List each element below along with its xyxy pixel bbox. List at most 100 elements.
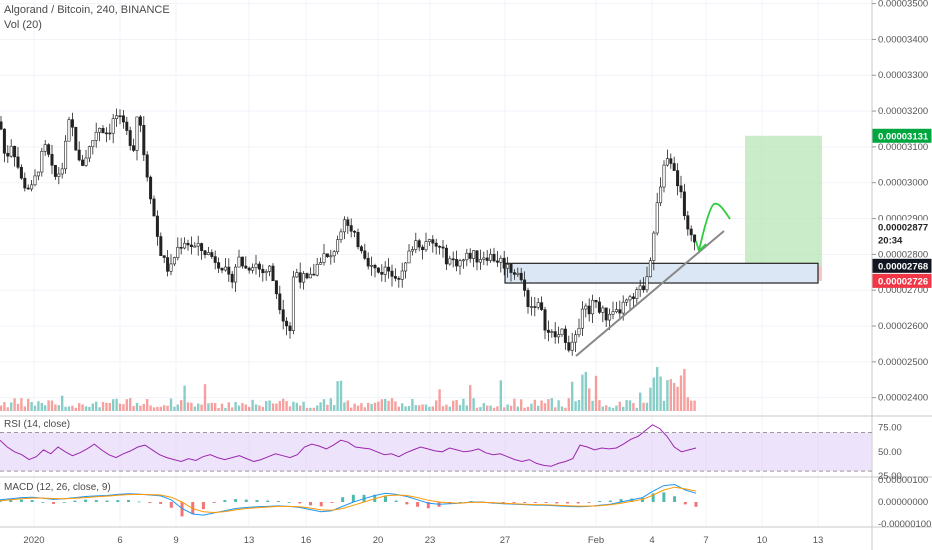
- volume-bar: [343, 402, 346, 411]
- volume-bar: [503, 407, 506, 411]
- candle-body: [217, 262, 221, 269]
- candle-body: [121, 115, 125, 123]
- volume-bar: [482, 403, 485, 411]
- candle-body: [0, 121, 3, 130]
- x-tick-label: 10: [757, 535, 768, 546]
- volume-bar: [567, 398, 570, 411]
- volume-bar: [166, 405, 169, 411]
- volume-bar: [207, 403, 210, 411]
- candle-body: [237, 256, 241, 268]
- candle-body: [672, 163, 676, 171]
- candle-body: [594, 299, 598, 303]
- volume-bar: [237, 405, 241, 411]
- macd-histogram-bar: [330, 502, 334, 503]
- macd-histogram-bar: [512, 502, 516, 503]
- candle-body: [516, 272, 520, 275]
- candle-body: [104, 132, 108, 135]
- candle-body: [138, 116, 142, 126]
- candle-body: [614, 309, 618, 313]
- macd-histogram-bar: [405, 502, 409, 505]
- macd-histogram-bar: [533, 502, 537, 503]
- candle-body: [322, 253, 326, 263]
- volume-bar: [176, 404, 179, 411]
- trend-line: [575, 230, 725, 357]
- volume-bar: [135, 402, 139, 411]
- volume-bar: [180, 400, 183, 411]
- candle-body: [529, 306, 533, 308]
- volume-bar: [305, 407, 309, 411]
- macd-histogram-bar: [9, 499, 13, 502]
- volume-bar: [13, 398, 16, 411]
- candle-body: [679, 185, 683, 193]
- candle-body: [580, 308, 584, 329]
- volume-bar: [16, 403, 20, 411]
- macd-histogram-bar: [640, 498, 644, 502]
- macd-histogram-bar: [523, 502, 527, 503]
- macd-histogram-bar: [169, 502, 173, 508]
- volume-bar: [227, 402, 230, 411]
- price-tag-label: 0.00002768: [878, 261, 928, 272]
- y-tick-label: 0.00003000: [878, 178, 928, 189]
- candle-body: [608, 314, 612, 321]
- candle-body: [336, 239, 340, 253]
- candle-body: [240, 256, 244, 267]
- volume-bar: [540, 400, 543, 411]
- volume-bar: [676, 386, 679, 411]
- candle-body: [390, 270, 394, 277]
- volume-bar: [6, 407, 9, 411]
- candle-body: [373, 264, 377, 269]
- candle-body: [383, 266, 387, 275]
- candle-body: [244, 265, 248, 269]
- volume-bar: [88, 406, 91, 411]
- volume-bar: [220, 403, 224, 411]
- y-tick-label: 0.00003100: [878, 142, 928, 153]
- volume-bar: [404, 406, 407, 411]
- volume-bar: [47, 400, 50, 411]
- y-tick-label: 0.00003200: [878, 106, 928, 117]
- rsi-tick-label: 75.00: [878, 423, 902, 434]
- volume-bar: [282, 398, 285, 411]
- volume-bar: [649, 387, 652, 411]
- x-tick-label: Feb: [588, 535, 604, 546]
- candle-body: [455, 259, 459, 267]
- candle-body: [546, 329, 550, 333]
- candle-body: [557, 334, 561, 338]
- candle-body: [312, 273, 316, 276]
- volume-bar: [129, 398, 132, 411]
- volume-bar: [448, 406, 451, 411]
- volume-bar: [74, 407, 77, 411]
- candle-body: [77, 149, 81, 161]
- volume-bar: [203, 384, 207, 411]
- volume-bar: [465, 405, 468, 411]
- volume-bar: [285, 401, 288, 411]
- macd-histogram-bar: [84, 499, 88, 502]
- volume-bar: [210, 402, 213, 411]
- volume-bar: [183, 385, 186, 411]
- candle-body: [142, 125, 146, 156]
- volume-bar: [656, 367, 659, 411]
- volume-bar: [533, 399, 536, 411]
- candle-body: [319, 262, 323, 265]
- y-tick-label: 0.00003400: [878, 34, 928, 45]
- volume-bar: [411, 398, 414, 411]
- candle-body: [288, 325, 292, 331]
- macd-histogram-bar: [266, 500, 270, 502]
- candle-body: [281, 309, 285, 322]
- candle-body: [577, 327, 581, 336]
- candle-body: [169, 263, 173, 272]
- volume-bar: [292, 401, 295, 411]
- candle-body: [682, 191, 686, 216]
- volume-bar: [377, 401, 380, 411]
- y-tick-label: 0.00003300: [878, 70, 928, 81]
- candle-body: [50, 154, 54, 166]
- price-tag-label: 0.00002877: [878, 222, 928, 233]
- candle-body: [495, 260, 499, 263]
- macd-histogram-bar: [41, 502, 45, 503]
- volume-bar: [139, 405, 142, 411]
- volume-bar: [231, 407, 234, 411]
- projection-arrow: [698, 202, 731, 252]
- x-tick-label: 27: [500, 535, 511, 546]
- macd-histogram-bar: [244, 499, 248, 502]
- candle-body: [162, 255, 166, 258]
